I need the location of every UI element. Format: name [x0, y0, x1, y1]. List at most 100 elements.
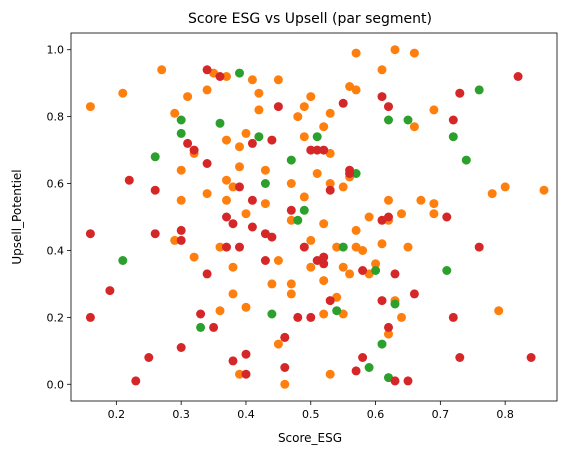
data-point [235, 162, 244, 172]
data-point [338, 262, 348, 272]
data-point [286, 289, 296, 299]
x-tick-label: 0.4 [237, 408, 255, 421]
data-point [513, 72, 523, 81]
data-point [448, 115, 458, 125]
data-point [247, 222, 257, 232]
data-point [247, 75, 257, 85]
data-point [235, 68, 244, 78]
data-point [241, 128, 251, 138]
data-point [235, 369, 244, 379]
points-layer [85, 45, 549, 389]
data-point [461, 155, 471, 165]
axes-layer: 0.2 0.3 0.4 0.5 0.6 0.7 0.8 0.0 0.2 0.4 0.6 0.8 1.0 [47, 32, 558, 421]
data-point [150, 152, 160, 162]
data-point [377, 92, 387, 102]
x-axis-label: Score_ESG [278, 431, 342, 445]
data-point [306, 235, 316, 245]
data-point [384, 329, 393, 339]
data-point [325, 108, 335, 118]
data-point [170, 235, 180, 245]
data-point [183, 138, 193, 148]
data-point [474, 85, 484, 95]
data-point [254, 132, 264, 142]
data-point [448, 132, 458, 142]
chart-title: Score ESG vs Upsell (par segment) [188, 11, 432, 27]
data-point [280, 363, 290, 372]
data-point [429, 209, 439, 219]
data-point [351, 366, 361, 376]
data-point [202, 159, 212, 168]
data-point [455, 88, 465, 98]
data-point [403, 376, 413, 386]
y-tick-label: 0.2 [47, 311, 65, 324]
data-point [384, 322, 393, 332]
data-point [358, 266, 368, 275]
data-point [286, 279, 296, 289]
data-point [319, 309, 329, 319]
data-point [299, 102, 309, 112]
data-point [332, 242, 342, 252]
data-point [286, 179, 296, 188]
data-point [150, 229, 160, 239]
data-point [416, 195, 426, 205]
data-point [202, 189, 212, 199]
data-point [351, 225, 361, 235]
data-point [371, 259, 381, 269]
data-point [118, 256, 128, 265]
data-point [280, 332, 290, 342]
data-point [176, 128, 186, 138]
data-point [338, 182, 348, 192]
data-point [442, 266, 452, 275]
data-point [228, 182, 238, 192]
data-point [286, 205, 296, 215]
data-point [293, 312, 303, 322]
data-point [345, 169, 355, 178]
data-point [319, 259, 329, 269]
data-point [293, 215, 303, 225]
data-point [345, 269, 355, 279]
data-point [325, 369, 335, 379]
data-point [325, 296, 335, 306]
data-point [312, 169, 322, 178]
y-tick-label: 0.8 [47, 111, 65, 124]
data-point [306, 92, 316, 102]
data-point [183, 92, 193, 102]
data-point [150, 185, 160, 195]
data-point [377, 296, 387, 306]
data-point [267, 279, 277, 289]
data-point [176, 235, 186, 245]
data-point [105, 286, 115, 296]
data-point [487, 189, 497, 199]
data-point [448, 312, 458, 322]
data-point [202, 65, 212, 75]
data-point [312, 145, 322, 155]
data-point [209, 322, 219, 332]
data-point [241, 369, 251, 379]
data-point [235, 242, 244, 252]
data-point [85, 229, 95, 239]
data-point [241, 209, 251, 219]
data-point [189, 252, 199, 262]
data-point [390, 269, 400, 279]
data-point [176, 165, 186, 175]
data-point [144, 353, 154, 362]
data-point [176, 115, 186, 125]
y-tick-label: 0.0 [47, 378, 65, 391]
data-point [325, 185, 335, 195]
y-tick-label: 1.0 [47, 44, 65, 57]
data-point [384, 102, 393, 112]
data-point [241, 349, 251, 359]
data-point [306, 262, 316, 272]
data-point [377, 65, 387, 75]
data-point [325, 179, 335, 188]
data-point [118, 88, 128, 98]
data-point [189, 145, 199, 155]
data-point [390, 45, 400, 55]
data-point [196, 322, 206, 332]
data-point [312, 132, 322, 142]
data-point [157, 65, 167, 75]
data-point [390, 376, 400, 386]
data-point [273, 339, 283, 349]
data-point [319, 122, 329, 132]
